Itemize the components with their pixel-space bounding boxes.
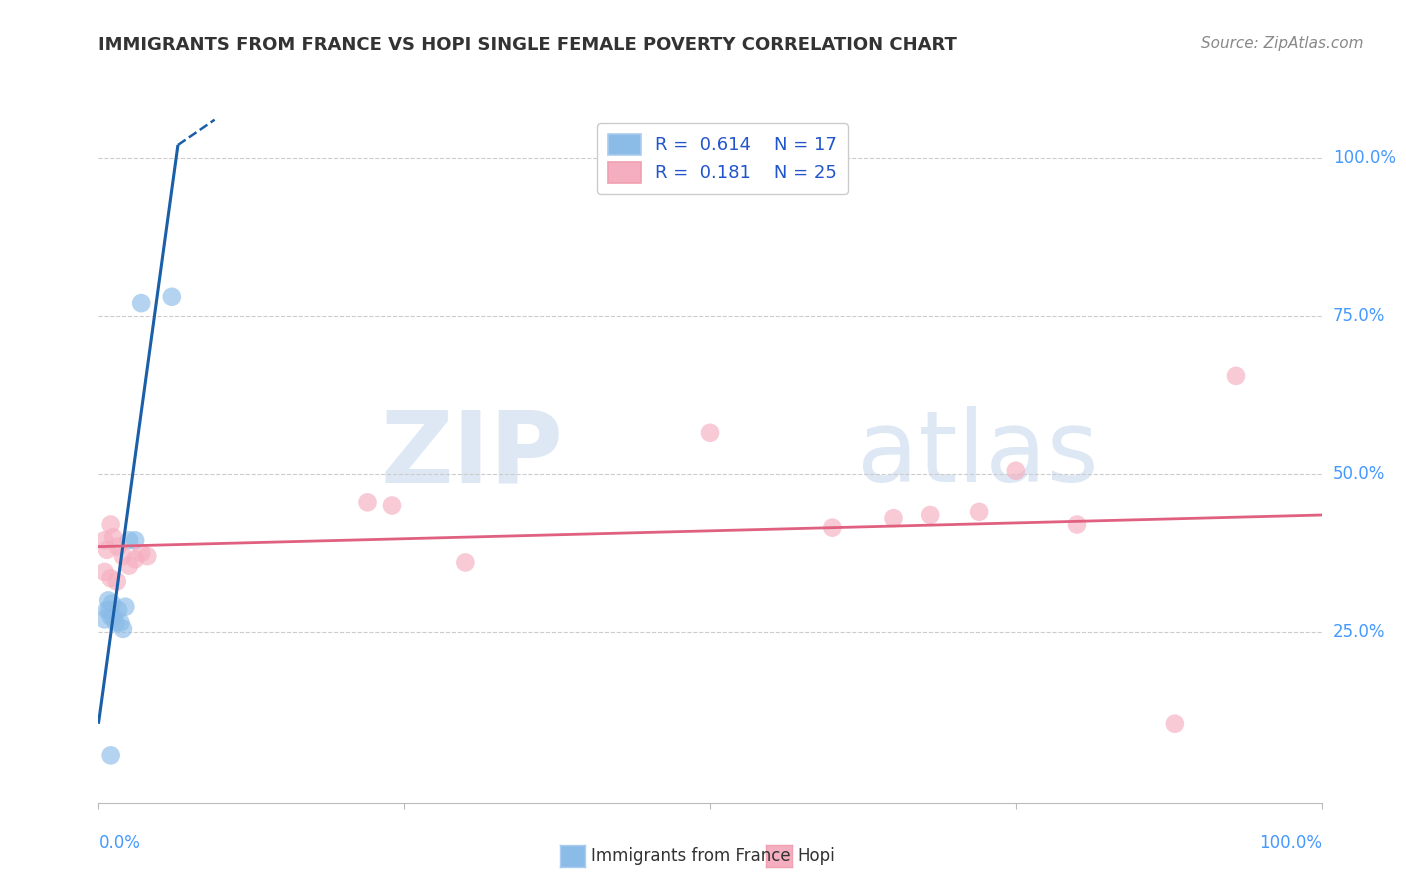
Text: 100.0%: 100.0% <box>1258 834 1322 852</box>
Point <box>93 533 115 548</box>
Point <box>100 517 122 532</box>
Point <box>114 599 136 614</box>
Text: Immigrants from France: Immigrants from France <box>591 847 790 865</box>
Text: atlas: atlas <box>856 407 1098 503</box>
Point <box>100 571 122 585</box>
Legend: R =  0.614    N = 17, R =  0.181    N = 25: R = 0.614 N = 17, R = 0.181 N = 25 <box>598 123 848 194</box>
Text: Source: ZipAtlas.com: Source: ZipAtlas.com <box>1201 36 1364 51</box>
Point <box>93 612 115 626</box>
Text: Hopi: Hopi <box>797 847 835 865</box>
Point <box>105 574 128 589</box>
Point <box>124 533 146 548</box>
Text: 25.0%: 25.0% <box>1333 623 1385 641</box>
Point <box>101 597 124 611</box>
Point <box>160 290 183 304</box>
Text: 50.0%: 50.0% <box>1333 465 1385 483</box>
Point <box>136 549 159 563</box>
Point <box>101 530 124 544</box>
Text: IMMIGRANTS FROM FRANCE VS HOPI SINGLE FEMALE POVERTY CORRELATION CHART: IMMIGRANTS FROM FRANCE VS HOPI SINGLE FE… <box>98 36 957 54</box>
Point <box>920 508 942 522</box>
Point <box>699 425 721 440</box>
Text: ZIP: ZIP <box>381 407 564 503</box>
Point <box>100 748 122 763</box>
Text: 100.0%: 100.0% <box>1333 149 1396 167</box>
Point <box>98 603 121 617</box>
Text: 0.0%: 0.0% <box>98 834 141 852</box>
Point <box>104 615 127 630</box>
Text: 75.0%: 75.0% <box>1333 307 1385 325</box>
Point <box>967 505 990 519</box>
Point <box>118 558 141 573</box>
Point <box>454 556 477 570</box>
Point <box>129 546 152 560</box>
Point <box>96 603 118 617</box>
Point <box>111 622 134 636</box>
Point <box>107 603 129 617</box>
Point <box>97 593 120 607</box>
Point <box>1225 368 1247 383</box>
Point <box>93 565 115 579</box>
Point <box>381 499 404 513</box>
Point <box>111 549 134 563</box>
Point <box>118 533 141 548</box>
Point <box>1066 517 1088 532</box>
Point <box>1164 716 1187 731</box>
Point <box>883 511 905 525</box>
Point <box>356 495 378 509</box>
Point <box>101 609 124 624</box>
Point <box>1004 464 1026 478</box>
Point <box>100 609 122 624</box>
Point <box>107 540 129 554</box>
Point <box>124 552 146 566</box>
Point <box>821 521 844 535</box>
Point <box>110 615 132 630</box>
Point <box>129 296 152 310</box>
Point <box>96 542 118 557</box>
